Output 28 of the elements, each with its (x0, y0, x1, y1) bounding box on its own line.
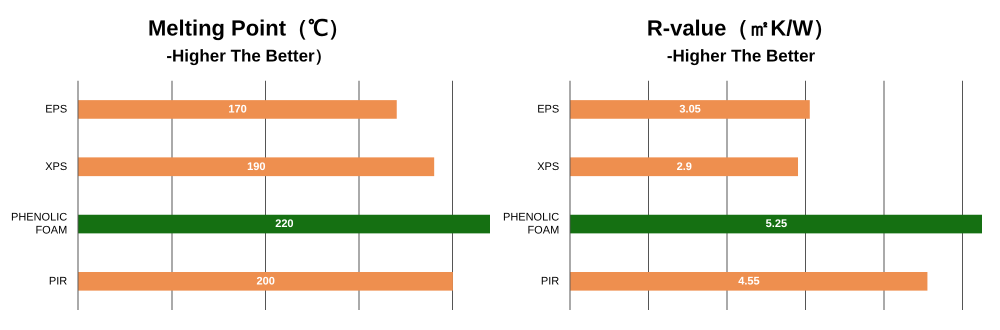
bar (570, 272, 928, 291)
y-tick-label: EPS (45, 103, 68, 116)
bar (78, 100, 397, 119)
chart-title: Melting Point（℃） (148, 15, 350, 40)
bar (570, 100, 810, 119)
data-label: 170 (228, 103, 247, 116)
bar (78, 214, 490, 234)
y-tick-label: PIR (540, 275, 560, 288)
chart-subtitle: -Higher The Better） (166, 46, 332, 66)
y-tick-label: XPS (45, 160, 68, 173)
chart-subtitle: -Higher The Better (666, 46, 816, 66)
chart-title: R-value（㎡K/W） (646, 15, 836, 40)
bar (78, 272, 453, 291)
y-tick-label: PHENOLIC FOAM (10, 211, 68, 237)
bar (570, 214, 982, 234)
y-tick-label: PIR (48, 275, 68, 288)
data-label: 4.55 (738, 275, 760, 288)
y-tick-label: PHENOLIC FOAM (502, 211, 560, 237)
data-label: 220 (275, 218, 294, 230)
y-tick-label: XPS (537, 160, 560, 173)
data-label: 200 (256, 275, 275, 288)
data-label: 3.05 (679, 103, 701, 116)
bar (78, 157, 434, 176)
y-tick-label: EPS (537, 103, 560, 116)
data-label: 2.9 (676, 160, 692, 173)
data-label: 190 (247, 160, 266, 173)
bar (570, 157, 798, 176)
data-label: 5.25 (766, 218, 788, 230)
